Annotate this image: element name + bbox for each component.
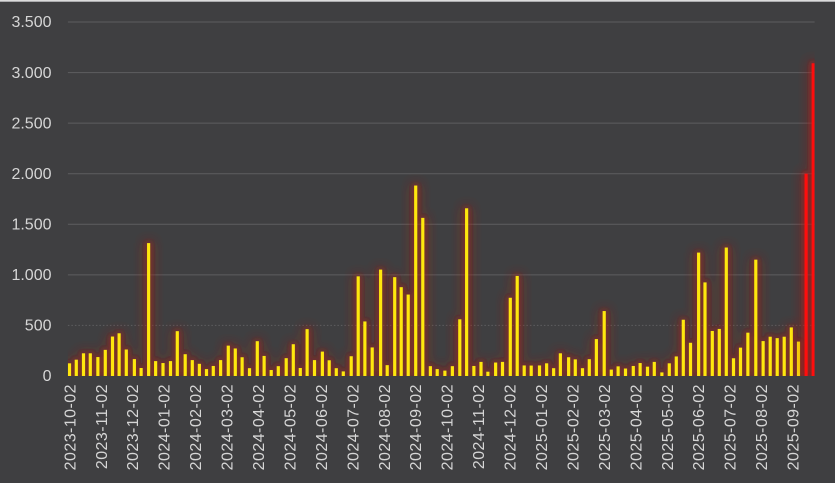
svg-text:2.000: 2.000	[11, 166, 51, 183]
svg-text:2025-06-02: 2025-06-02	[691, 384, 708, 470]
svg-text:1.500: 1.500	[11, 216, 51, 233]
svg-text:2024-01-02: 2024-01-02	[157, 384, 174, 470]
svg-text:2024-09-02: 2024-09-02	[408, 384, 425, 470]
svg-text:2024-12-02: 2024-12-02	[503, 384, 520, 470]
svg-text:2025-01-02: 2025-01-02	[534, 384, 551, 470]
svg-text:2024-05-02: 2024-05-02	[282, 384, 299, 470]
svg-text:2023-10-02: 2023-10-02	[62, 384, 79, 470]
svg-text:2.500: 2.500	[11, 115, 51, 132]
svg-text:500: 500	[25, 318, 52, 335]
svg-text:2024-03-02: 2024-03-02	[220, 384, 237, 470]
svg-text:2024-04-02: 2024-04-02	[251, 384, 268, 470]
svg-text:3.500: 3.500	[11, 14, 51, 31]
svg-text:0: 0	[43, 368, 52, 385]
svg-text:2025-04-02: 2025-04-02	[628, 384, 645, 470]
svg-text:2025-08-02: 2025-08-02	[754, 384, 771, 470]
svg-text:2024-11-02: 2024-11-02	[471, 384, 488, 469]
svg-text:3.000: 3.000	[11, 65, 51, 82]
svg-text:2025-03-02: 2025-03-02	[597, 384, 614, 470]
svg-text:2024-08-02: 2024-08-02	[377, 384, 394, 470]
svg-text:2024-02-02: 2024-02-02	[188, 384, 205, 470]
svg-text:1.000: 1.000	[11, 267, 51, 284]
svg-text:2024-10-02: 2024-10-02	[440, 384, 457, 470]
svg-text:2023-11-02: 2023-11-02	[94, 384, 111, 469]
svg-text:2025-05-02: 2025-05-02	[660, 384, 677, 470]
svg-text:2025-02-02: 2025-02-02	[565, 384, 582, 470]
svg-text:2025-07-02: 2025-07-02	[723, 384, 740, 470]
svg-text:2023-12-02: 2023-12-02	[125, 384, 142, 470]
svg-text:2024-07-02: 2024-07-02	[345, 384, 362, 470]
svg-text:2024-06-02: 2024-06-02	[314, 384, 331, 470]
svg-text:2025-09-02: 2025-09-02	[786, 384, 803, 470]
